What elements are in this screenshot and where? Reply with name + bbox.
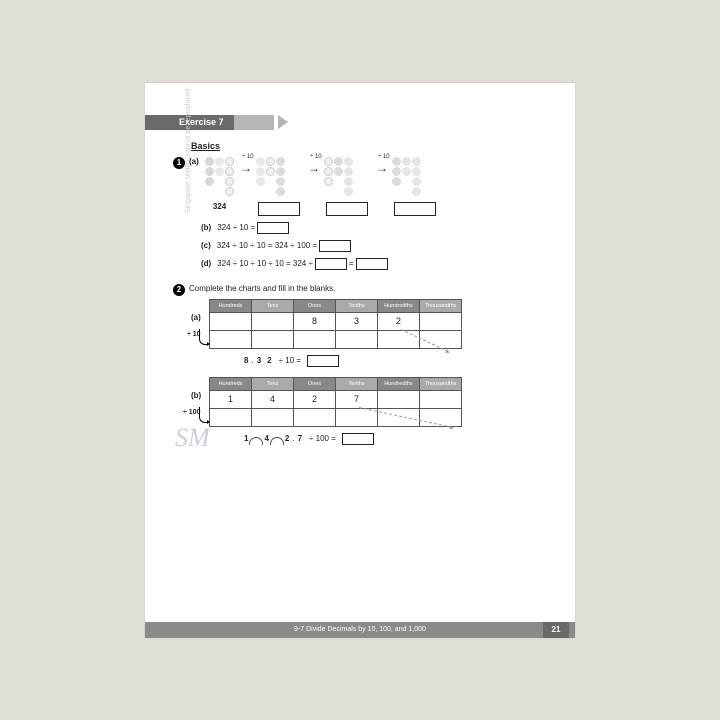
table-row: 83 2	[210, 312, 462, 330]
exercise-title: Exercise 7	[145, 115, 234, 130]
q1b: (b) 324 ÷ 10 =	[201, 222, 541, 234]
exercise-header: Exercise 7	[145, 115, 288, 130]
table-row: 14 27	[210, 390, 462, 408]
answer-box[interactable]	[326, 202, 368, 216]
q2-number: 2	[173, 284, 185, 296]
answer-box[interactable]	[356, 258, 388, 270]
q1d: (d) 324 ÷ 10 ÷ 10 ÷ 10 = 324 ÷ =	[201, 258, 541, 270]
q2a-equation: 8 . 3 2 ÷ 10 =	[241, 355, 541, 367]
worksheet-page: Exercise 7 Singapore Math® cannot be rep…	[145, 83, 575, 638]
place-value-table: Hundreds Tens Ones Tenths Hundredths Tho…	[209, 377, 462, 427]
q2b-chart: (b) ÷ 100 Hundreds Tens Ones Tenths Hund…	[191, 377, 541, 427]
section-basics: Basics	[191, 141, 541, 151]
q2b-side-op: ÷ 100	[183, 409, 200, 416]
q2b-equation: 1 4 2 . 7 ÷ 100 =	[241, 433, 541, 445]
q1-start-value: 324	[205, 202, 234, 211]
hop-arrow-icon	[249, 437, 263, 445]
page-footer: 9-7 Divide Decimals by 10, 100, and 1,00…	[145, 622, 575, 638]
footer-text: 9-7 Divide Decimals by 10, 100, and 1,00…	[294, 626, 426, 633]
answer-box[interactable]	[258, 202, 300, 216]
q1c: (c) 324 ÷ 10 ÷ 10 = 324 ÷ 100 =	[201, 240, 541, 252]
hop-arrow-icon	[270, 437, 284, 445]
answer-box[interactable]	[342, 433, 374, 445]
page-number: 21	[543, 622, 569, 638]
header-arrow-icon	[278, 115, 288, 129]
question-1: 1 (a) 324 ÷ 10→	[191, 157, 541, 216]
arrow-icon: ÷ 10→	[376, 161, 388, 175]
table-row[interactable]	[210, 408, 462, 426]
answer-box[interactable]	[394, 202, 436, 216]
arrow-icon: ÷ 10→	[240, 161, 252, 175]
q1a-label: (a)	[189, 157, 199, 166]
answer-box[interactable]	[319, 240, 351, 252]
q2-prompt: Complete the charts and fill in the blan…	[189, 284, 541, 293]
answer-box[interactable]	[315, 258, 347, 270]
content-area: Basics 1 (a) 324 ÷ 10→	[191, 141, 541, 455]
answer-box[interactable]	[307, 355, 339, 367]
curve-arrow-icon	[199, 407, 207, 423]
arrow-icon: ÷ 10→	[308, 161, 320, 175]
question-2: 2 Complete the charts and fill in the bl…	[191, 284, 541, 445]
curve-arrow-icon	[199, 329, 207, 345]
q2a-chart: (a) ÷ 10 Hundreds Tens Ones Tenths Hundr…	[191, 299, 541, 349]
q1-number: 1	[173, 157, 185, 169]
answer-box[interactable]	[257, 222, 289, 234]
q1-disc-diagram: 324 ÷ 10→ ÷ 10→	[205, 157, 541, 216]
